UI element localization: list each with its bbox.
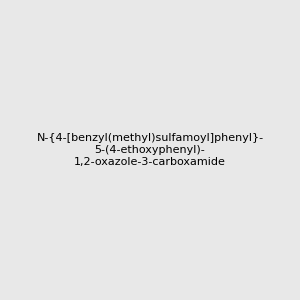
Text: N-{4-[benzyl(methyl)sulfamoyl]phenyl}-
5-(4-ethoxyphenyl)-
1,2-oxazole-3-carboxa: N-{4-[benzyl(methyl)sulfamoyl]phenyl}- 5… [36,134,264,166]
